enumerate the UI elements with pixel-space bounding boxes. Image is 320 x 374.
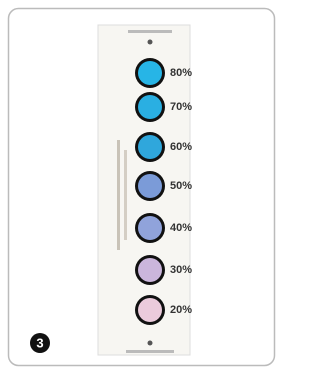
indicator-label: 60% bbox=[170, 141, 192, 153]
card-side-text bbox=[117, 140, 120, 250]
indicator-spot bbox=[138, 95, 162, 119]
indicator-label: 80% bbox=[170, 67, 192, 79]
indicator-label: 30% bbox=[170, 264, 192, 276]
indicator-label: 20% bbox=[170, 304, 192, 316]
indicator-spot bbox=[138, 258, 162, 282]
card-side-text bbox=[124, 150, 127, 240]
badge-number: 3 bbox=[36, 335, 43, 350]
indicator-label: 70% bbox=[170, 101, 192, 113]
indicator-label: 40% bbox=[170, 222, 192, 234]
card-dot bbox=[148, 40, 153, 45]
indicator-spot bbox=[138, 61, 162, 85]
indicator-label: 50% bbox=[170, 180, 192, 192]
screenshot: 3 80% 70% 60% 50% 40% 30% 20% bbox=[0, 0, 282, 374]
indicator-spot bbox=[138, 216, 162, 240]
card-caption bbox=[128, 30, 172, 33]
card-dot bbox=[148, 341, 153, 346]
card-footer bbox=[126, 350, 174, 353]
indicator-spot bbox=[138, 135, 162, 159]
indicator-spot bbox=[138, 174, 162, 198]
indicator-spot bbox=[138, 298, 162, 322]
